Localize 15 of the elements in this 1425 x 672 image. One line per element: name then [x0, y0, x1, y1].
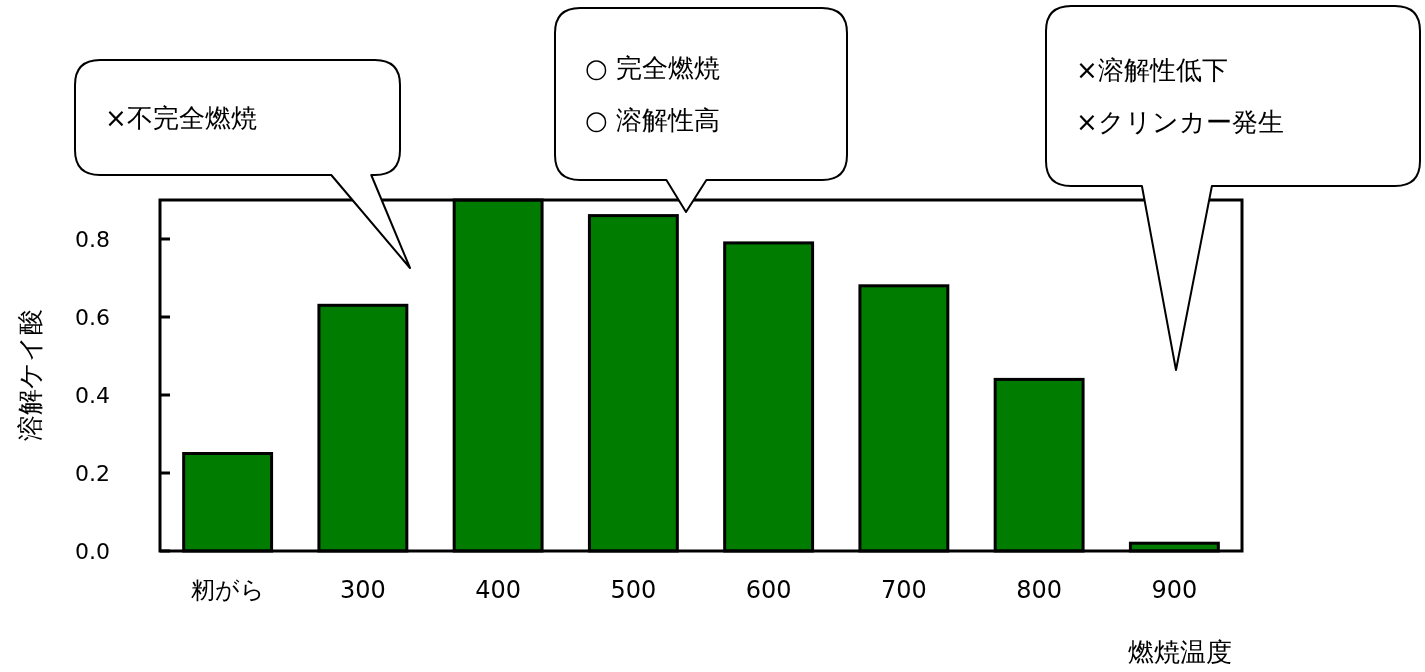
x-axis-title: 燃焼温度	[1128, 637, 1232, 667]
y-axis-title: 溶解ケイ酸	[15, 309, 45, 441]
y-tick-label: 0.4	[75, 382, 110, 408]
y-tick-label: 0.6	[75, 304, 110, 330]
x-tick-label: 600	[745, 576, 792, 604]
y-tick-label: 0.0	[75, 538, 110, 564]
x-tick-label: 700	[880, 576, 927, 604]
x-tick-label: 300	[339, 576, 386, 604]
x-tick-label: 800	[1016, 576, 1063, 604]
x-tick-label: 500	[610, 576, 657, 604]
x-tick-label: 400	[475, 576, 522, 604]
x-tick-label: 籾がら	[190, 576, 265, 604]
x-tick-label: 900	[1151, 576, 1198, 604]
y-tick-label: 0.2	[75, 460, 110, 486]
y-tick-label: 0.8	[75, 226, 110, 252]
